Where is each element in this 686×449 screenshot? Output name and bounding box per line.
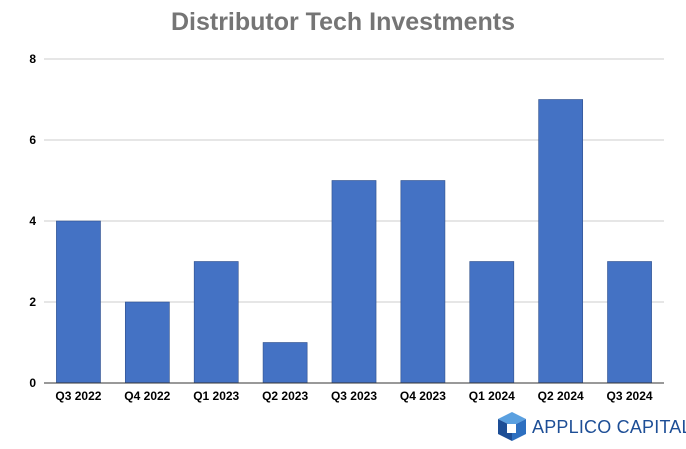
logo-text: APPLICO CAPITAL (532, 417, 686, 437)
y-tick-label: 0 (29, 376, 36, 390)
y-tick-label: 6 (29, 133, 36, 147)
x-tick-label: Q2 2024 (538, 389, 584, 403)
bar (331, 180, 377, 384)
bar (262, 342, 308, 384)
x-tick-label: Q2 2023 (262, 389, 308, 403)
tick-labels: 0 2 4 6 8 Q3 2022 Q4 2022 Q1 2023 Q2 2023 Q3 2023… (29, 52, 653, 403)
logo-cube-icon (498, 412, 526, 441)
bar (193, 261, 239, 384)
y-tick-label: 2 (29, 295, 36, 309)
bars (56, 99, 652, 384)
bar (56, 220, 101, 384)
x-tick-label: Q4 2023 (400, 389, 446, 403)
chart-title: Distributor Tech Investments (170, 8, 516, 36)
y-tick-label: 8 (29, 52, 36, 66)
x-tick-label: Q3 2024 (607, 389, 653, 403)
bar (538, 99, 584, 384)
bar (124, 301, 170, 384)
bar (607, 261, 652, 384)
applico-capital-logo: APPLICO CAPITAL (498, 412, 686, 441)
x-tick-label: Q1 2023 (193, 389, 239, 403)
bar (469, 261, 515, 384)
x-tick-label: Q4 2022 (124, 389, 170, 403)
y-tick-label: 4 (29, 214, 36, 228)
bar (400, 180, 446, 384)
x-tick-label: Q3 2022 (55, 389, 101, 403)
x-tick-label: Q1 2024 (469, 389, 515, 403)
x-tick-label: Q3 2023 (331, 389, 377, 403)
